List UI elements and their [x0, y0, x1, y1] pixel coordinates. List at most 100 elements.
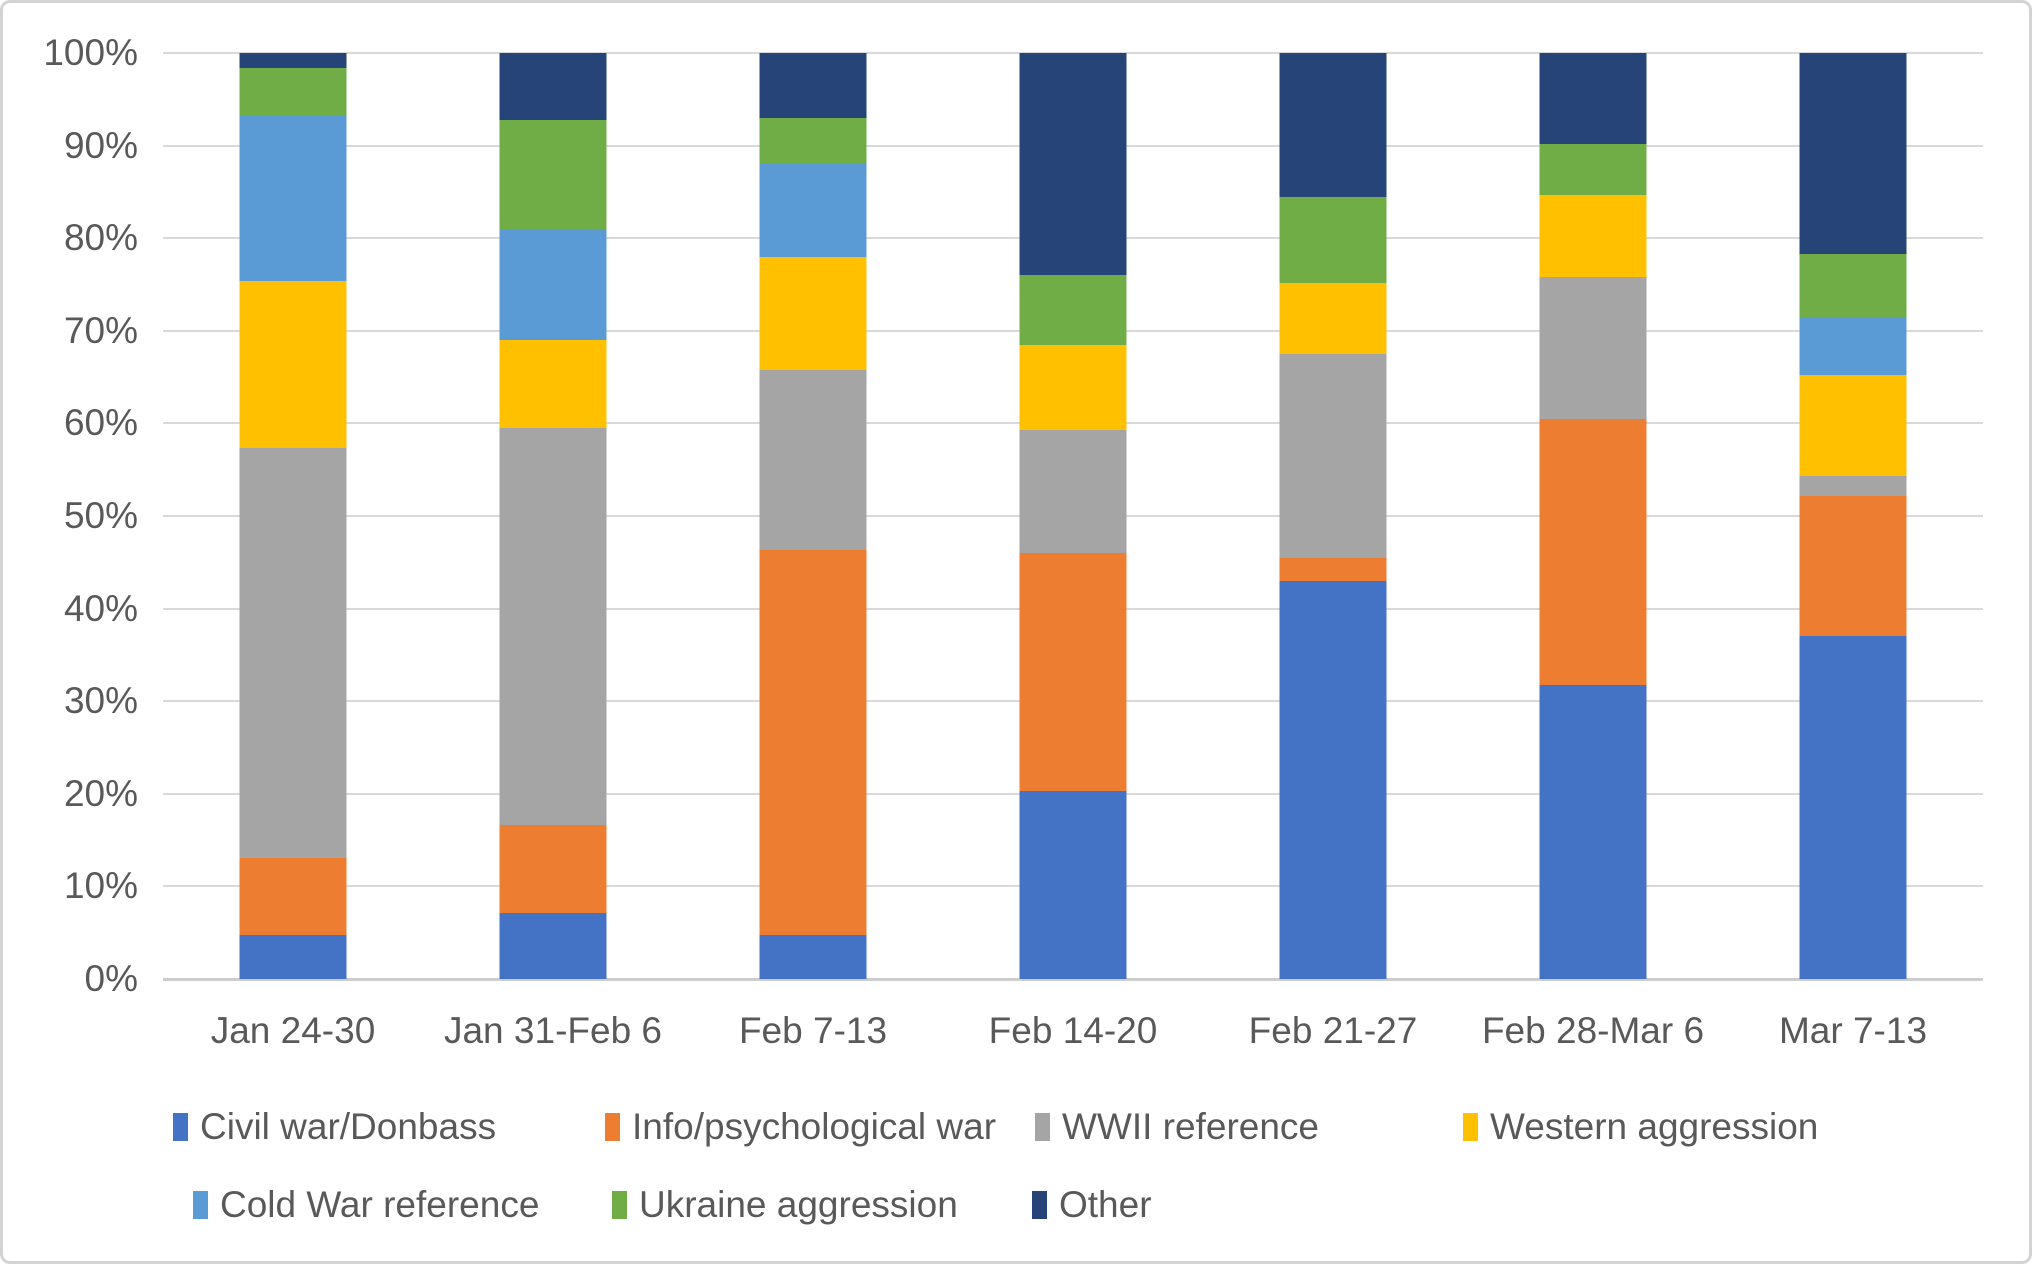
x-tick-label-jan-31-feb-6: Jan 31-Feb 6: [443, 1010, 663, 1051]
segment-info-psychological-war: [1019, 553, 1127, 792]
segment-ukraine-aggression: [1799, 254, 1907, 317]
segment-civil-war-donbass: [1799, 636, 1907, 979]
segment-cold-war-reference: [239, 115, 347, 281]
x-tick-label-jan-24-30: Jan 24-30: [210, 1010, 376, 1051]
y-tick-label-70: 70%: [63, 309, 138, 351]
x-tick-label-feb-21-27: Feb 21-27: [1248, 1010, 1418, 1051]
gridline-100: [163, 52, 1983, 54]
segment-info-psychological-war: [239, 857, 347, 935]
segment-western-aggression: [1279, 282, 1387, 354]
bar-slot-feb-7-13: [683, 53, 943, 979]
bar-slot-feb-21-27: [1203, 53, 1463, 979]
segment-ukraine-aggression: [1279, 196, 1387, 283]
plot-area: [163, 52, 1983, 981]
x-tick-label-mar-7-13: Mar 7-13: [1778, 1010, 1928, 1051]
legend-label: Cold War reference: [220, 1184, 540, 1225]
segment-ukraine-aggression: [759, 117, 867, 165]
legend-label: Western aggression: [1490, 1106, 1819, 1147]
legend-swatch-civil-war-donbass: [173, 1113, 188, 1141]
segment-civil-war-donbass: [499, 913, 607, 979]
segment-other: [239, 53, 347, 68]
gridline-0: [163, 978, 1983, 981]
segment-civil-war-donbass: [1539, 684, 1647, 979]
legend-item-other: Other: [1032, 1182, 1152, 1228]
legend-label: Civil war/Donbass: [200, 1106, 497, 1147]
bar-slot-mar-7-13: [1723, 53, 1983, 979]
stacked-bar-feb-14-20: [1019, 53, 1127, 979]
bar-slot-feb-28-mar-6: [1463, 53, 1723, 979]
segment-wwii-reference: [1019, 429, 1127, 554]
bar-slot-feb-14-20: [943, 53, 1203, 979]
segment-wwii-reference: [1279, 353, 1387, 558]
legend-item-wwii-reference: WWII reference: [1035, 1104, 1319, 1150]
segment-civil-war-donbass: [1019, 791, 1127, 979]
segment-wwii-reference: [759, 369, 867, 551]
bar-slot-jan-31-feb-6: [423, 53, 683, 979]
segment-other: [1279, 53, 1387, 197]
segment-cold-war-reference: [759, 164, 867, 257]
segment-wwii-reference: [239, 448, 347, 858]
segment-wwii-reference: [1799, 476, 1907, 496]
stacked-bar-feb-28-mar-6: [1539, 53, 1647, 979]
segment-western-aggression: [499, 340, 607, 429]
segment-cold-war-reference: [1799, 316, 1907, 376]
legend-label: Ukraine aggression: [639, 1184, 958, 1225]
y-tick-label-100: 100%: [43, 32, 138, 73]
segment-western-aggression: [239, 280, 347, 449]
segment-civil-war-donbass: [239, 934, 347, 979]
legend-label: Info/psychological war: [632, 1106, 997, 1147]
stacked-bar-jan-24-30: [239, 53, 347, 979]
segment-other: [499, 53, 607, 120]
legend-swatch-wwii-reference: [1035, 1113, 1050, 1141]
x-tick-label-feb-28-mar-6: Feb 28-Mar 6: [1481, 1010, 1705, 1051]
legend-label: WWII reference: [1062, 1106, 1319, 1147]
segment-other: [1539, 53, 1647, 144]
segment-other: [1019, 53, 1127, 276]
segment-western-aggression: [1799, 375, 1907, 477]
segment-ukraine-aggression: [1019, 275, 1127, 345]
y-tick-label-30: 30%: [63, 680, 138, 722]
segment-ukraine-aggression: [239, 67, 347, 116]
stacked-bar-jan-31-feb-6: [499, 53, 607, 979]
y-tick-label-80: 80%: [63, 217, 138, 259]
legend-item-western-aggression: Western aggression: [1463, 1104, 1818, 1150]
segment-civil-war-donbass: [1279, 580, 1387, 979]
legend-item-civil-war-donbass: Civil war/Donbass: [173, 1104, 496, 1150]
stacked-bar-feb-7-13: [759, 53, 867, 979]
legend-label: Other: [1059, 1184, 1152, 1225]
segment-western-aggression: [1019, 344, 1127, 430]
y-tick-label-20: 20%: [63, 772, 138, 814]
legend-item-cold-war-reference: Cold War reference: [193, 1182, 539, 1228]
segment-info-psychological-war: [1279, 557, 1387, 581]
legend-item-info-psychological-war: Info/psychological war: [605, 1104, 996, 1150]
bar-slot-jan-24-30: [163, 53, 423, 979]
y-tick-label-0: 0%: [84, 958, 138, 999]
segment-civil-war-donbass: [759, 934, 867, 979]
segment-wwii-reference: [1539, 277, 1647, 419]
legend-swatch-info-psychological-war: [605, 1113, 620, 1141]
y-tick-label-60: 60%: [63, 402, 138, 444]
legend-item-ukraine-aggression: Ukraine aggression: [612, 1182, 958, 1228]
legend-swatch-other: [1032, 1191, 1047, 1219]
segment-other: [1799, 53, 1907, 254]
legend-swatch-ukraine-aggression: [612, 1191, 627, 1219]
segment-ukraine-aggression: [1539, 143, 1647, 195]
segment-wwii-reference: [499, 428, 607, 826]
stacked-bar-mar-7-13: [1799, 53, 1907, 979]
stacked-bar-feb-21-27: [1279, 53, 1387, 979]
segment-info-psychological-war: [759, 550, 867, 935]
legend-swatch-cold-war-reference: [193, 1191, 208, 1219]
segment-ukraine-aggression: [499, 119, 607, 229]
x-tick-label-feb-7-13: Feb 7-13: [738, 1010, 888, 1051]
segment-info-psychological-war: [1539, 418, 1647, 685]
segment-info-psychological-war: [1799, 495, 1907, 637]
segment-cold-war-reference: [499, 228, 607, 341]
segment-western-aggression: [759, 256, 867, 370]
y-tick-label-10: 10%: [63, 865, 138, 907]
y-tick-label-90: 90%: [63, 124, 138, 166]
segment-western-aggression: [1539, 194, 1647, 278]
segment-other: [759, 53, 867, 118]
x-tick-label-feb-14-20: Feb 14-20: [988, 1010, 1158, 1051]
segment-info-psychological-war: [499, 825, 607, 914]
y-tick-label-50: 50%: [63, 495, 138, 536]
